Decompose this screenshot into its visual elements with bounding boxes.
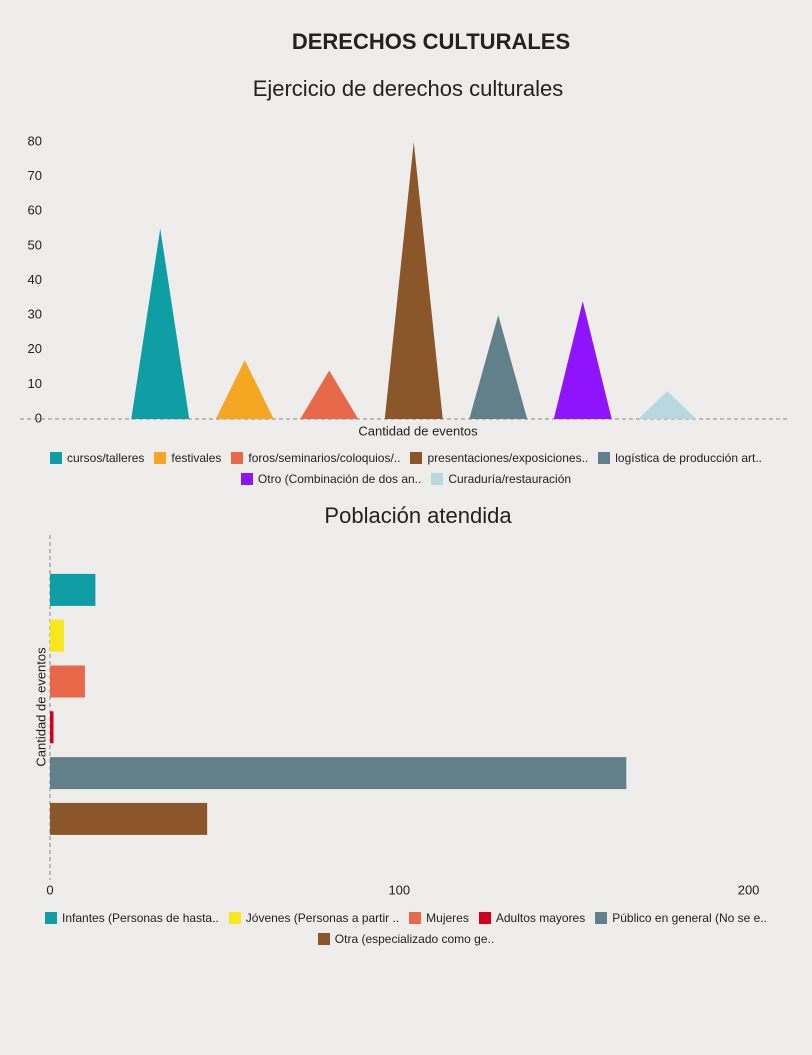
legend-label: cursos/talleres [67, 450, 145, 465]
legend-row: cursos/talleres festivales foros/seminario… [0, 447, 812, 468]
bar [50, 757, 627, 790]
legend-swatch [598, 451, 611, 464]
y-tick-label: 10 [28, 376, 42, 391]
triangle-bar [300, 370, 359, 419]
legend-item: cursos/talleres [50, 451, 144, 465]
legend-item: Jóvenes (Personas a partir .. [228, 910, 400, 925]
legend-item: festivales [154, 451, 221, 465]
legend-item: Curaduría/restauración [431, 472, 571, 486]
y-tick-label: 60 [28, 203, 42, 218]
legend-swatch [409, 911, 422, 924]
legend-label: Otro (Combinación de dos an.. [257, 471, 422, 486]
bar [50, 573, 96, 606]
legend-swatch [228, 911, 241, 924]
chart-title: Población atendida [324, 503, 512, 528]
legend-label: Público en general (No se e.. [612, 910, 767, 925]
x-tick-label: 0 [46, 882, 53, 897]
legend-label: Mujeres [426, 910, 469, 925]
legend-item: Mujeres [409, 911, 469, 925]
x-tick-label: 200 [738, 882, 760, 897]
legend-swatch [595, 911, 608, 924]
legend-row: Infantes (Personas de hasta.. Jóvenes (Pe… [0, 907, 812, 928]
legend-swatch [317, 932, 330, 945]
legend-label: foros/seminarios/coloquios/.. [248, 450, 401, 465]
legend-swatch [410, 451, 423, 464]
bar [50, 711, 54, 744]
legend-item: Infantes (Personas de hasta.. [45, 911, 219, 925]
triangle-bar [469, 315, 528, 419]
y-tick-label: 20 [28, 341, 42, 356]
legend-swatch [231, 451, 244, 464]
y-tick-label: 40 [28, 272, 42, 287]
y-tick-label: 30 [28, 307, 42, 322]
bar [50, 619, 64, 652]
legend-swatch [154, 451, 167, 464]
legend-swatch [45, 911, 57, 924]
triangle-bar [638, 391, 697, 419]
legend-item: logística de producción art.. [598, 451, 762, 465]
legend-row: Otra (especializado como ge.. [0, 928, 812, 949]
legend-item: presentaciones/exposiciones.. [410, 451, 588, 465]
y-tick-label: 70 [28, 168, 42, 183]
triangle-bar [131, 228, 190, 419]
legend: cursos/talleres festivales foros/seminario… [0, 447, 812, 489]
x-axis-title: Cantidad de eventos [358, 423, 478, 438]
x-tick-label: 100 [388, 882, 410, 897]
legend-swatch [478, 911, 491, 924]
legend-item: foros/seminarios/coloquios/.. [231, 451, 400, 465]
y-axis-title: Cantidad de eventos [33, 647, 48, 767]
legend-item: Otro (Combinación de dos an.. [240, 471, 422, 486]
legend-swatch [240, 472, 253, 485]
triangle-bar [553, 301, 612, 419]
legend-label: Adultos mayores [495, 910, 586, 925]
y-tick-label: 50 [28, 237, 42, 252]
legend-label: logística de producción art.. [615, 450, 762, 465]
triangle-bar [384, 142, 443, 419]
legend-swatch [50, 451, 62, 464]
legend-item: Otra (especializado como ge.. [317, 931, 495, 946]
legend-label: Jóvenes (Personas a partir .. [245, 910, 400, 925]
y-tick-label: 0 [35, 410, 42, 425]
page-title: DERECHOS CULTURALES [292, 29, 570, 54]
legend-label: Infantes (Personas de hasta.. [62, 910, 219, 925]
bar [50, 802, 208, 835]
legend-label: festivales [171, 450, 222, 465]
legend-item: Adultos mayores [478, 910, 586, 925]
y-tick-label: 80 [28, 133, 42, 148]
triangle-bar [215, 360, 274, 419]
legend-swatch [431, 472, 444, 485]
bar [50, 665, 85, 698]
legend-label: presentaciones/exposiciones.. [427, 450, 589, 465]
chart-title: Ejercicio de derechos culturales [253, 76, 564, 101]
legend-label: Curaduría/restauración [448, 471, 572, 486]
legend-row: Otro (Combinación de dos an.. Curaduría/r… [0, 468, 812, 489]
legend: Infantes (Personas de hasta.. Jóvenes (Pe… [0, 907, 812, 949]
legend-label: Otra (especializado como ge.. [334, 931, 495, 946]
legend-item: Público en general (No se e.. [595, 911, 767, 925]
